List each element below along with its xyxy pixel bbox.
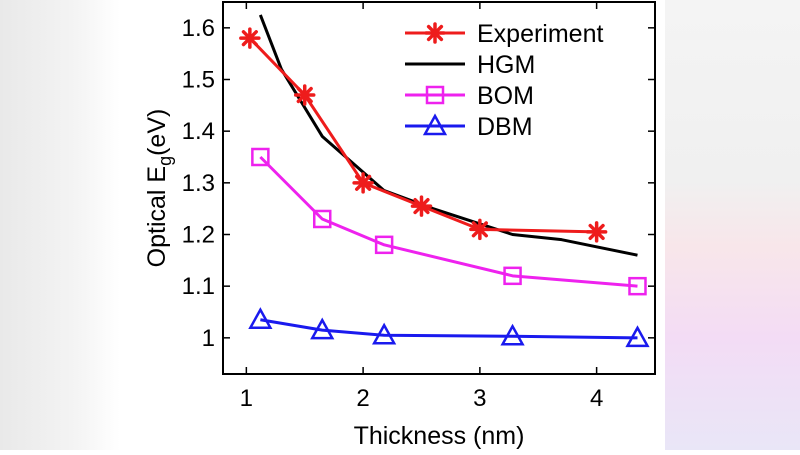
x-axis-label: Thickness (nm) (354, 422, 525, 450)
series-line (258, 14, 638, 257)
legend-entry-hgm: HGM (405, 51, 535, 79)
data-point (352, 172, 374, 194)
legend-entry-experiment: Experiment (405, 20, 603, 48)
legend-label: Experiment (477, 20, 603, 48)
legend-entry-bom: BOM (405, 82, 534, 110)
series-dbm (248, 307, 650, 348)
data-point (424, 22, 446, 44)
y-axis-label-subscript: g (155, 156, 175, 166)
data-point (422, 113, 448, 136)
background-blur-right (650, 0, 800, 450)
data-point (248, 307, 273, 329)
data-point (374, 235, 394, 255)
x-tick-label: 2 (356, 385, 369, 412)
legend-label: HGM (477, 51, 535, 79)
x-tick-label: 4 (590, 385, 603, 412)
chart-svg: 1 2 3 4 1 1.1 1.2 1.3 1.4 1.5 1.6 Experiment HGM BOM… (143, 1, 656, 450)
x-tick-label: 3 (473, 385, 486, 412)
data-point (469, 218, 491, 241)
data-point (251, 147, 270, 167)
data-point (312, 209, 332, 229)
y-axis-label-unit: (eV) (143, 109, 171, 156)
y-tick-label: 1.5 (182, 67, 215, 94)
y-tick-label: 1.3 (182, 170, 215, 197)
y-tick-label: 1.6 (182, 15, 215, 42)
legend-label: DBM (477, 113, 533, 141)
plot-frame (222, 1, 656, 375)
x-tick-label: 1 (240, 385, 253, 412)
data-point (585, 221, 608, 243)
data-point (625, 325, 650, 348)
data-point (371, 322, 397, 345)
data-point (500, 323, 525, 346)
series-bom (251, 147, 647, 296)
series-experiment (239, 27, 608, 243)
chart-figure: 1 2 3 4 1 1.1 1.2 1.3 1.4 1.5 1.6 Experiment HGM BOM… (125, 0, 665, 450)
y-tick-label: 1.2 (182, 222, 215, 249)
y-tick-label: 1.4 (182, 118, 215, 145)
data-point (425, 85, 445, 105)
data-point (239, 27, 261, 49)
y-tick-label: 1.1 (182, 273, 215, 300)
data-point (628, 276, 647, 296)
y-axis-label-main: Optical E (143, 166, 171, 267)
y-tick-label: 1 (202, 325, 215, 352)
series-hgm (258, 14, 638, 257)
data-point (410, 195, 433, 217)
series-layer (239, 14, 650, 348)
series-line (259, 155, 638, 288)
data-point (310, 317, 335, 340)
series-line (260, 318, 638, 340)
legend-entry-dbm: DBM (405, 113, 533, 141)
data-point (503, 266, 522, 286)
series-line (248, 37, 597, 234)
y-axis-label: Optical Eg(eV) (143, 109, 175, 268)
legend-label: BOM (477, 82, 534, 110)
axis-ticks: 1 2 3 4 1 1.1 1.2 1.3 1.4 1.5 1.6 (182, 2, 655, 412)
background-blur-left (0, 0, 120, 450)
legend: Experiment HGM BOM DBM (405, 20, 603, 141)
data-point (293, 84, 316, 106)
